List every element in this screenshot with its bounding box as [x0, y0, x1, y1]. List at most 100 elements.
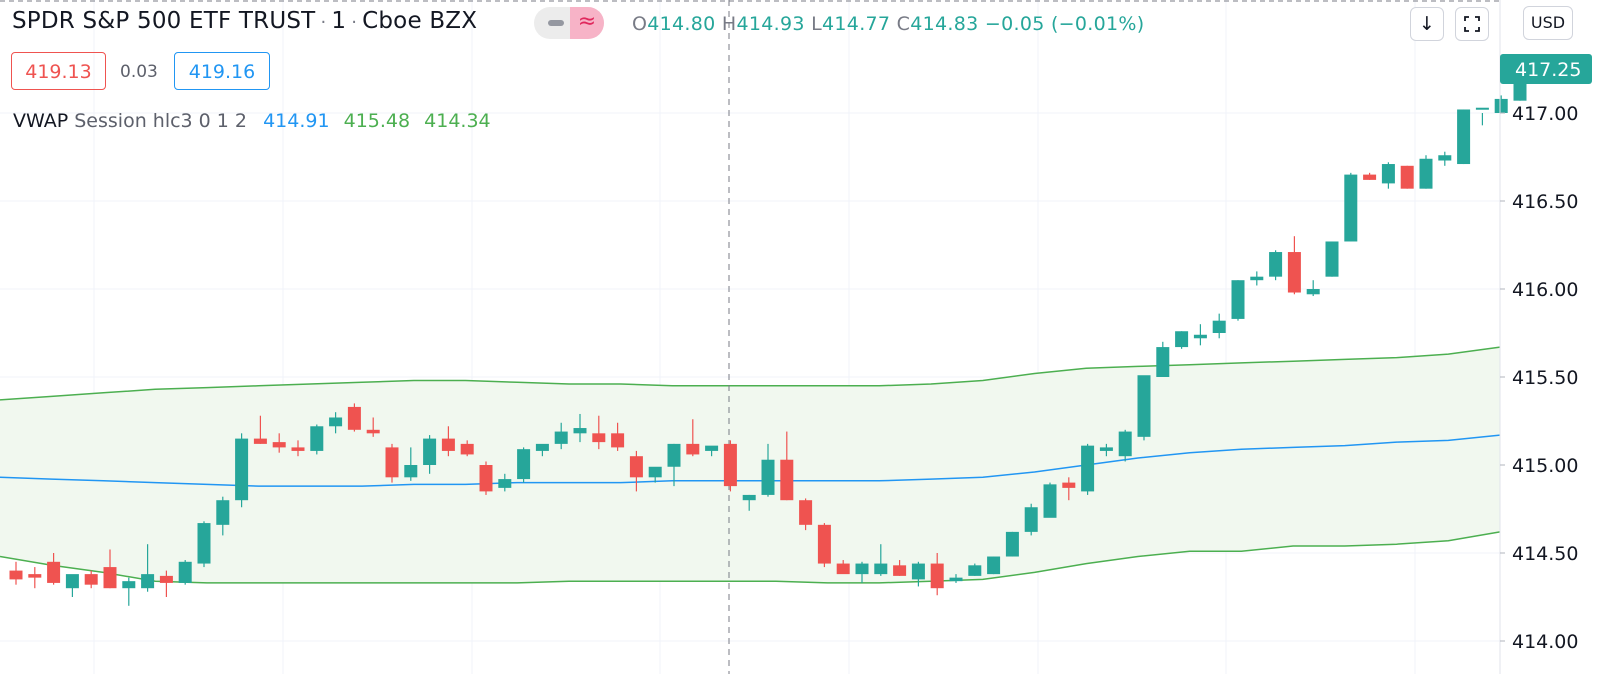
last-price-label: 417.25 [1515, 59, 1581, 81]
candle-up [423, 435, 437, 474]
high-label: H [721, 13, 737, 35]
indicator-name: VWAP [13, 110, 69, 132]
candle-down [817, 523, 831, 568]
candle-body [629, 456, 643, 478]
candle-up [1081, 443, 1095, 495]
candle-up [1494, 95, 1508, 113]
candle-body [253, 438, 267, 444]
candle-down [1400, 165, 1414, 189]
candle-up [1118, 429, 1132, 462]
candle-up [968, 563, 982, 576]
candle-body [648, 466, 662, 478]
candle-body [1494, 98, 1508, 113]
interval-label: 1 [331, 8, 347, 34]
close-label: C [896, 13, 911, 35]
candle-up [1175, 331, 1189, 349]
candle-body [47, 561, 61, 583]
open-label: O [632, 13, 648, 35]
candle-up [197, 521, 211, 568]
candle-up [554, 422, 568, 450]
buy-price-button[interactable]: 419.16 [174, 52, 270, 90]
candle-up [761, 443, 775, 497]
candle-body [178, 561, 192, 583]
y-tick-label: 414.50 [1512, 543, 1578, 565]
fullscreen-icon [1464, 16, 1480, 32]
candle-up [1306, 280, 1320, 297]
download-button[interactable]: ↓ [1410, 7, 1444, 41]
candle-body [1475, 107, 1489, 110]
y-tick-label: 415.50 [1512, 367, 1578, 389]
candle-body [1363, 174, 1377, 180]
candle-body [1231, 280, 1245, 319]
candle-up [498, 473, 512, 492]
candle-body [949, 577, 963, 582]
candle-up [1024, 503, 1038, 536]
candle-body [423, 438, 437, 465]
currency-button[interactable]: USD [1523, 6, 1573, 40]
candle-down [272, 433, 286, 453]
candle-up [1269, 250, 1283, 281]
candle-body [122, 581, 136, 589]
candle-down [159, 570, 173, 597]
candle-up [855, 561, 869, 583]
candle-body [686, 443, 700, 455]
candle-up [987, 556, 1001, 575]
candle-body [517, 449, 531, 480]
candle-body [1099, 447, 1113, 451]
candle-body [611, 433, 625, 448]
candle-up [310, 424, 324, 455]
candle-down [47, 553, 61, 585]
indicator-legend[interactable]: VWAP Session hlc3 0 1 2 414.91 415.48 41… [13, 110, 491, 132]
candle-down [723, 440, 737, 492]
candle-body [404, 465, 418, 478]
candle-up [517, 447, 531, 483]
visibility-toggle-pill[interactable]: ≈ [534, 7, 604, 39]
candle-up [216, 496, 230, 536]
candle-body [1306, 289, 1320, 295]
candle-up [573, 413, 587, 443]
candle-down [460, 440, 474, 457]
candle-body [1325, 241, 1339, 277]
candle-up [1043, 482, 1057, 518]
candle-up [949, 574, 963, 583]
candle-up [1344, 172, 1358, 242]
candle-down [9, 561, 23, 585]
candle-body [1381, 164, 1395, 184]
candle-body [1156, 347, 1170, 377]
candle-up [535, 443, 549, 457]
candle-up [1457, 109, 1471, 165]
candle-body [705, 445, 719, 451]
candle-body [1400, 165, 1414, 189]
candle-body [1062, 482, 1076, 488]
candle-up [1438, 151, 1452, 166]
candle-body [272, 442, 286, 448]
candle-body [235, 438, 249, 501]
candle-body [1419, 158, 1433, 189]
candle-body [742, 494, 756, 501]
upper-band-value: 415.48 [343, 110, 411, 132]
candle-body [366, 429, 380, 434]
candle-body [1287, 252, 1301, 293]
low-value: 414.77 [822, 13, 891, 35]
candle-down [441, 426, 455, 457]
symbol-title[interactable]: SPDR S&P 500 ETF TRUST · 1 · Cboe BZX [12, 8, 477, 34]
candle-body [159, 575, 173, 583]
candle-body [968, 565, 982, 576]
indicator-params: Session hlc3 0 1 2 [74, 110, 248, 132]
candle-body [1457, 109, 1471, 165]
candle-down [84, 570, 98, 589]
vwap-lower-band-line [0, 531, 1501, 584]
candle-up [1156, 341, 1170, 377]
candle-body [1005, 531, 1019, 557]
candle-body [1212, 320, 1226, 333]
candle-down [385, 443, 399, 483]
candle-body [667, 443, 681, 467]
fullscreen-button[interactable] [1455, 7, 1489, 41]
candle-up [1419, 155, 1433, 189]
candle-up [1325, 241, 1339, 277]
candle-down [836, 560, 850, 575]
sell-price-button[interactable]: 419.13 [11, 52, 106, 90]
candle-body [1250, 276, 1264, 281]
